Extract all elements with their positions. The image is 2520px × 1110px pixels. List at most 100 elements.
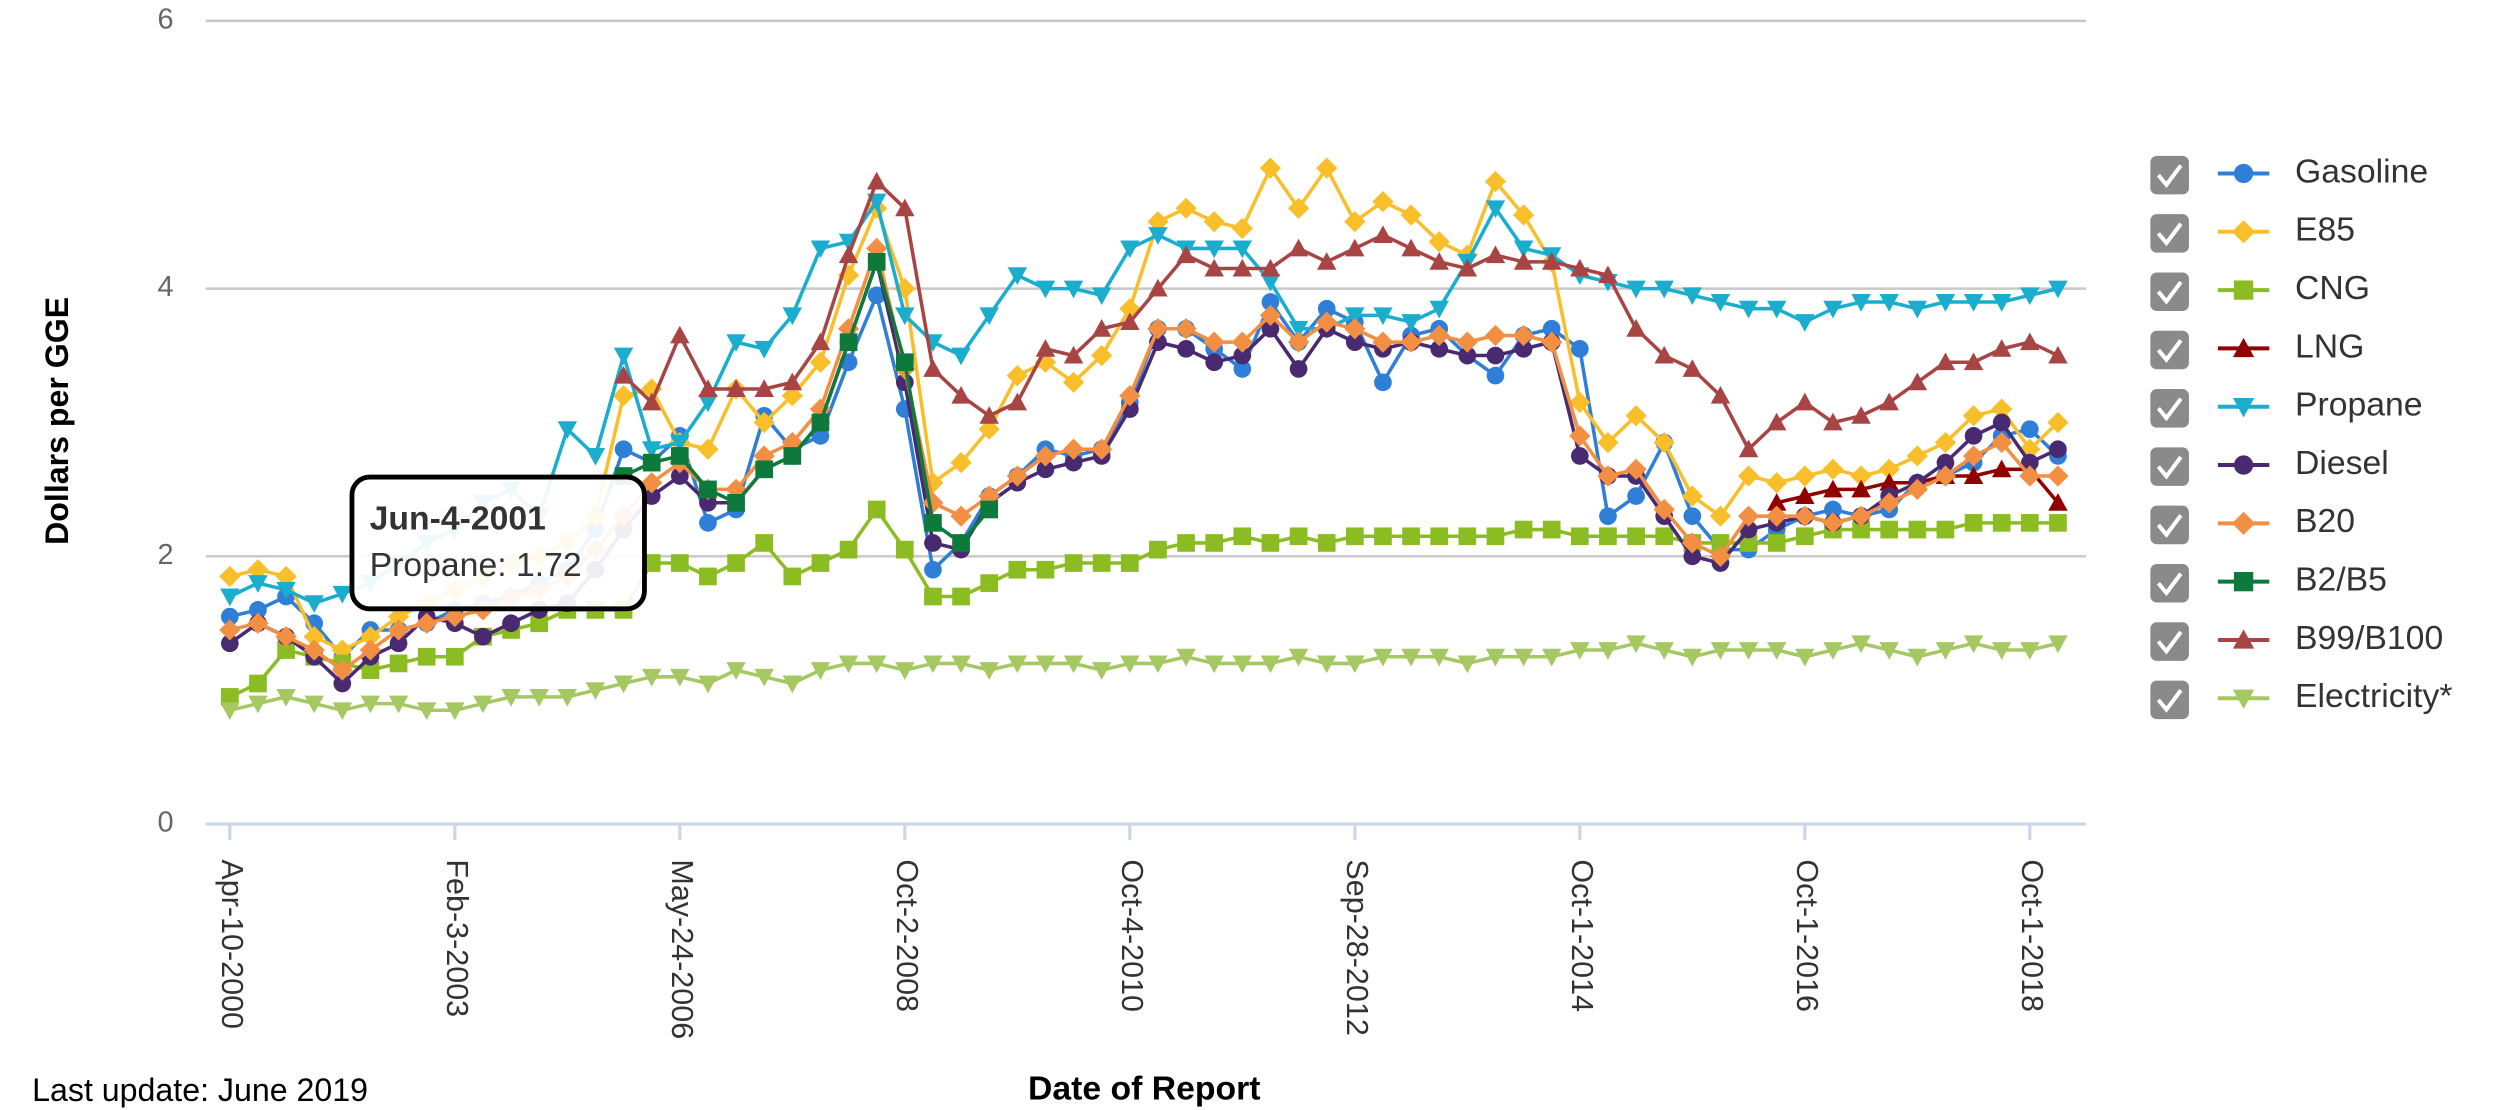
legend-item[interactable]: Propane — [2150, 386, 2423, 428]
marker — [359, 626, 382, 648]
legend-item[interactable]: Electricity* — [2150, 677, 2453, 720]
marker — [726, 334, 746, 352]
legend-label[interactable]: B20 — [2295, 502, 2355, 540]
y-tick-label: 6 — [157, 4, 173, 36]
legend-item[interactable]: B2/B5 — [2150, 561, 2387, 603]
legend-label[interactable]: B2/B5 — [2295, 561, 2387, 599]
legend-item[interactable]: CNG — [2150, 269, 2370, 311]
marker — [1513, 648, 1534, 667]
marker — [2049, 440, 2067, 459]
marker — [1766, 493, 1787, 511]
legend-checkbox[interactable] — [2150, 680, 2189, 720]
marker — [1934, 431, 1957, 454]
marker — [1006, 465, 1028, 487]
legend-label[interactable]: E85 — [2295, 211, 2355, 249]
marker — [1935, 294, 1956, 312]
legend-checkbox[interactable] — [2150, 214, 2189, 253]
marker — [1851, 294, 1871, 312]
legend-check — [2156, 630, 2183, 655]
marker — [1991, 459, 2012, 478]
marker — [1879, 392, 1899, 411]
legend-check — [2156, 339, 2183, 363]
marker — [1794, 505, 1816, 527]
marker — [247, 612, 269, 634]
marker — [2049, 514, 2067, 532]
marker — [220, 634, 239, 653]
marker — [642, 487, 661, 505]
marker — [1963, 352, 1984, 371]
legend-checkbox[interactable] — [2150, 563, 2189, 603]
marker — [1232, 258, 1253, 277]
marker — [1259, 304, 1282, 326]
marker — [670, 668, 690, 687]
legend-checkbox[interactable] — [2150, 330, 2189, 370]
marker — [1823, 479, 1843, 498]
legend-item[interactable]: Diesel — [2150, 444, 2389, 486]
legend-checkbox[interactable] — [2150, 505, 2189, 545]
marker — [1091, 319, 1112, 337]
legend-checkbox[interactable] — [2150, 389, 2189, 428]
marker — [670, 554, 689, 572]
legend-item[interactable]: B20 — [2150, 502, 2355, 545]
marker — [1373, 648, 1393, 667]
marker — [1485, 245, 1506, 264]
legend-label[interactable]: CNG — [2295, 269, 2370, 307]
marker — [782, 675, 803, 694]
marker — [923, 655, 943, 674]
marker — [1006, 365, 1028, 387]
legend-item[interactable]: E85 — [2150, 211, 2355, 253]
marker — [811, 427, 830, 445]
legend-item[interactable]: Gasoline — [2150, 152, 2428, 195]
marker — [699, 493, 717, 512]
marker — [839, 333, 858, 351]
marker — [670, 447, 689, 465]
marker — [1738, 300, 1759, 319]
marker — [979, 662, 999, 680]
marker — [1654, 280, 1674, 299]
marker — [1203, 211, 1225, 233]
marker — [1991, 339, 2012, 357]
marker — [1766, 472, 1788, 494]
marker — [755, 460, 774, 479]
legend-label[interactable]: Gasoline — [2295, 152, 2428, 190]
marker — [1570, 340, 1589, 358]
legend-checkbox[interactable] — [2150, 447, 2189, 486]
legend-label[interactable]: Diesel — [2295, 444, 2389, 482]
marker — [1147, 211, 1169, 233]
marker — [1963, 466, 1984, 484]
legend-checkbox[interactable] — [2150, 622, 2189, 661]
marker — [698, 379, 718, 397]
marker — [1148, 278, 1168, 297]
marker — [811, 413, 830, 432]
legend-checkbox[interactable] — [2150, 155, 2189, 195]
y-tick-label: 2 — [157, 539, 173, 571]
marker — [1231, 217, 1253, 239]
marker — [275, 626, 297, 648]
marker — [1288, 648, 1309, 667]
marker — [1767, 534, 1786, 552]
marker — [1120, 655, 1140, 674]
series — [613, 171, 2068, 458]
legend-item[interactable]: B99/B100 — [2150, 619, 2443, 661]
legend-label[interactable]: Propane — [2295, 386, 2423, 424]
marker — [1458, 527, 1477, 546]
marker — [1344, 318, 1366, 340]
legend-checkbox[interactable] — [2150, 272, 2189, 311]
y-axis-title: Dollars per GGE — [39, 297, 75, 545]
marker — [1852, 520, 1870, 539]
marker — [979, 307, 999, 326]
marker — [867, 253, 886, 271]
marker — [585, 447, 606, 466]
marker — [303, 626, 325, 648]
marker — [1233, 527, 1252, 546]
legend-label[interactable]: LNG — [2295, 327, 2364, 365]
legend-label[interactable]: Electricity* — [2295, 677, 2453, 715]
marker — [1401, 648, 1421, 667]
marker — [924, 514, 942, 532]
legend-label[interactable]: B99/B100 — [2295, 619, 2443, 657]
legend-item[interactable]: LNG — [2150, 327, 2364, 370]
marker — [1287, 331, 1310, 353]
marker — [1569, 391, 1591, 413]
marker — [1260, 273, 1281, 292]
marker — [1261, 319, 1280, 338]
